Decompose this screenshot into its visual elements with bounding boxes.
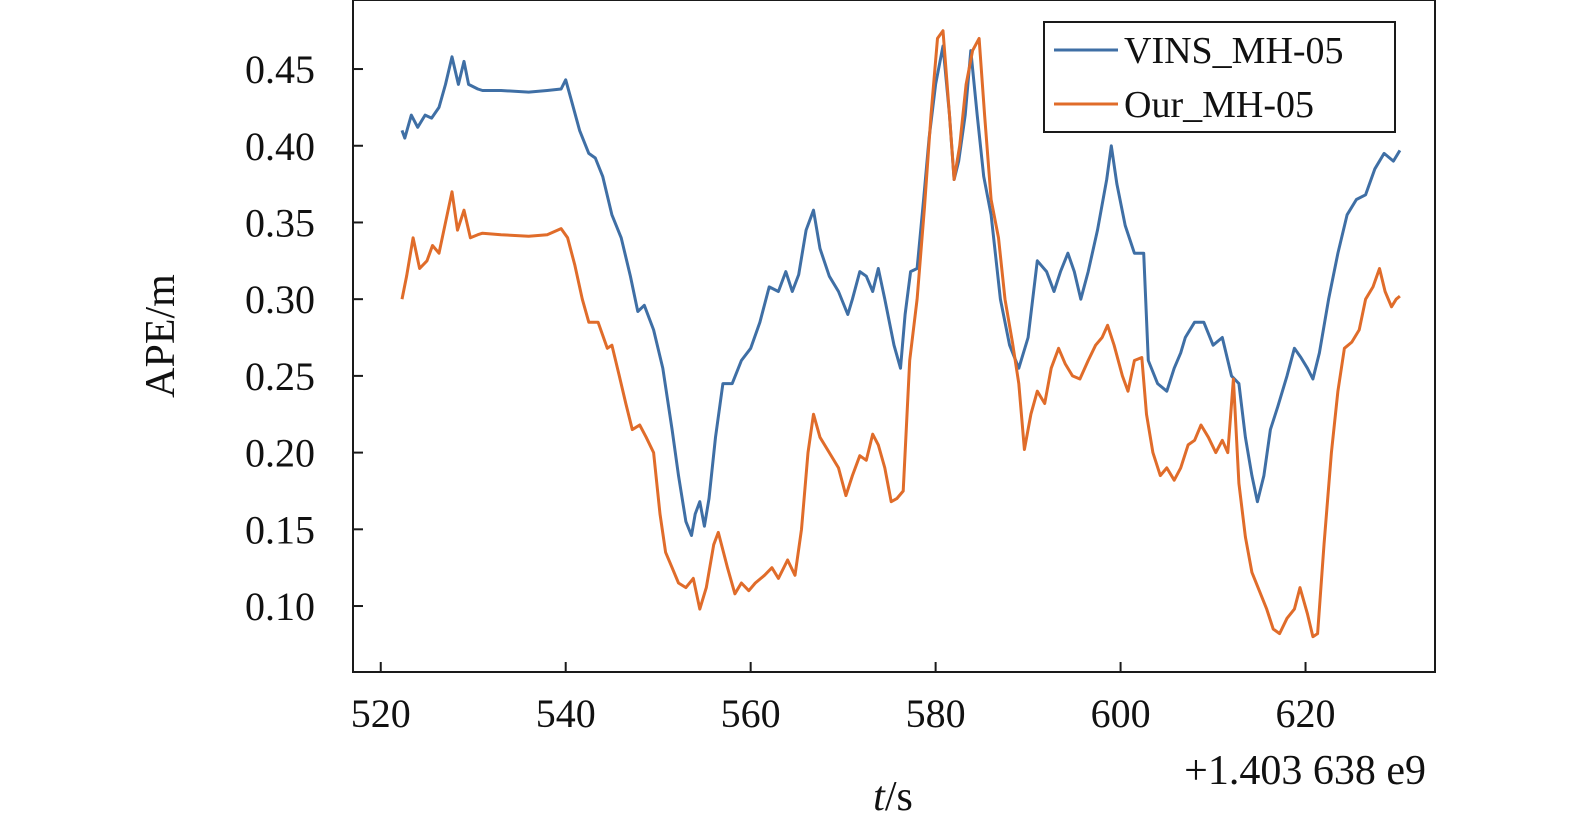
y-axis-ticks: 0.10 0.15 0.20 0.25 0.30 0.35 0.40 0.45: [245, 47, 363, 629]
y-tick-label: 0.25: [245, 354, 315, 399]
y-axis-label: APE/m: [138, 274, 184, 398]
x-axis-label-unit: /s: [885, 774, 913, 820]
y-tick-label: 0.15: [245, 507, 315, 552]
y-tick-label: 0.35: [245, 200, 315, 245]
x-offset-label: +1.403 638 e9: [1184, 748, 1426, 794]
x-axis-ticks: 520 540 560 580 600 620: [351, 662, 1336, 736]
x-tick-label: 620: [1276, 691, 1336, 736]
x-tick-label: 600: [1091, 691, 1151, 736]
series-line-our: [400, 29, 1401, 639]
legend: VINS_MH-05 Our_MH-05: [1043, 21, 1396, 133]
y-tick-label: 0.30: [245, 277, 315, 322]
x-tick-label: 520: [351, 691, 411, 736]
x-axis-label-var: t: [873, 774, 886, 820]
y-tick-label: 0.20: [245, 431, 315, 476]
x-axis-label: t/s: [873, 774, 913, 820]
x-tick-label: 580: [906, 691, 966, 736]
series-layer: [400, 29, 1402, 639]
x-tick-label: 560: [721, 691, 781, 736]
legend-label-vins: VINS_MH-05: [1124, 30, 1344, 72]
x-tick-label: 540: [536, 691, 596, 736]
y-tick-label: 0.10: [245, 584, 315, 629]
legend-label-our: Our_MH-05: [1124, 84, 1314, 126]
y-tick-label: 0.40: [245, 124, 315, 169]
plot-frame: [352, 0, 1436, 673]
legend-box: [1043, 21, 1396, 133]
y-tick-label: 0.45: [245, 47, 315, 92]
